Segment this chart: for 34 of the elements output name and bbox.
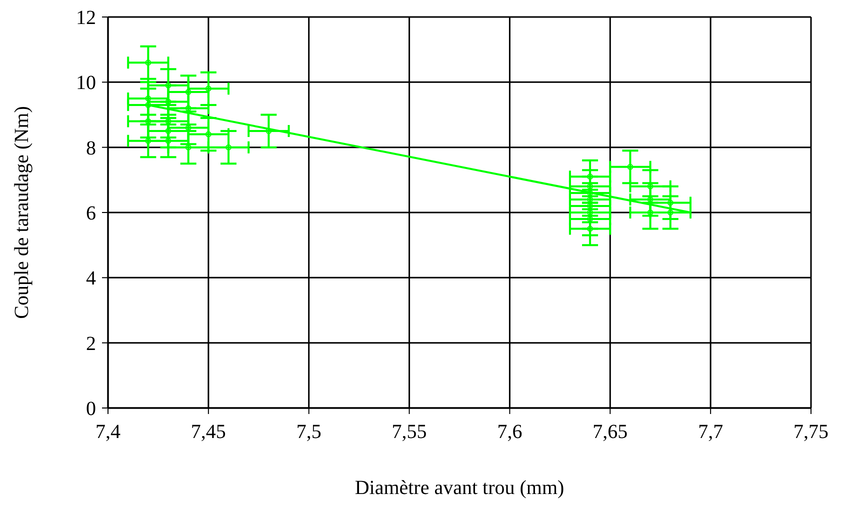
point — [145, 60, 152, 66]
y-tick-label: 6 — [86, 202, 96, 224]
x-axis-title: Diamètre avant trou (mm) — [354, 477, 564, 499]
y-tick-label: 12 — [76, 7, 96, 29]
x-tick-label: 7,7 — [698, 421, 724, 443]
point — [667, 200, 674, 206]
y-tick-label: 8 — [86, 137, 96, 160]
point — [667, 210, 674, 216]
x-tick-label: 7,65 — [592, 421, 628, 443]
y-tick-label: 4 — [86, 268, 96, 290]
point — [165, 82, 172, 88]
point — [587, 226, 594, 232]
x-tick-label: 7,6 — [497, 421, 522, 443]
x-tick-label: 7,75 — [794, 421, 828, 443]
point — [185, 88, 192, 95]
point — [165, 128, 172, 134]
point — [266, 128, 272, 134]
x-tick-label: 7,5 — [296, 421, 322, 443]
point — [226, 144, 232, 150]
point — [205, 86, 212, 92]
x-tick-label: 7,55 — [392, 421, 427, 443]
point — [145, 102, 152, 108]
point — [145, 95, 152, 102]
point — [587, 174, 594, 180]
point — [627, 164, 634, 170]
y-axis-title: Couple de taraudage (Nm) — [11, 106, 33, 319]
point — [205, 131, 212, 138]
y-tick-label: 10 — [76, 72, 96, 94]
point — [587, 210, 594, 216]
y-tick-label: 0 — [86, 398, 96, 420]
point — [647, 210, 654, 216]
y-tick-label: 2 — [86, 332, 96, 355]
x-tick-label: 7,45 — [190, 421, 226, 443]
x-tick-label: 7,4 — [96, 421, 120, 443]
